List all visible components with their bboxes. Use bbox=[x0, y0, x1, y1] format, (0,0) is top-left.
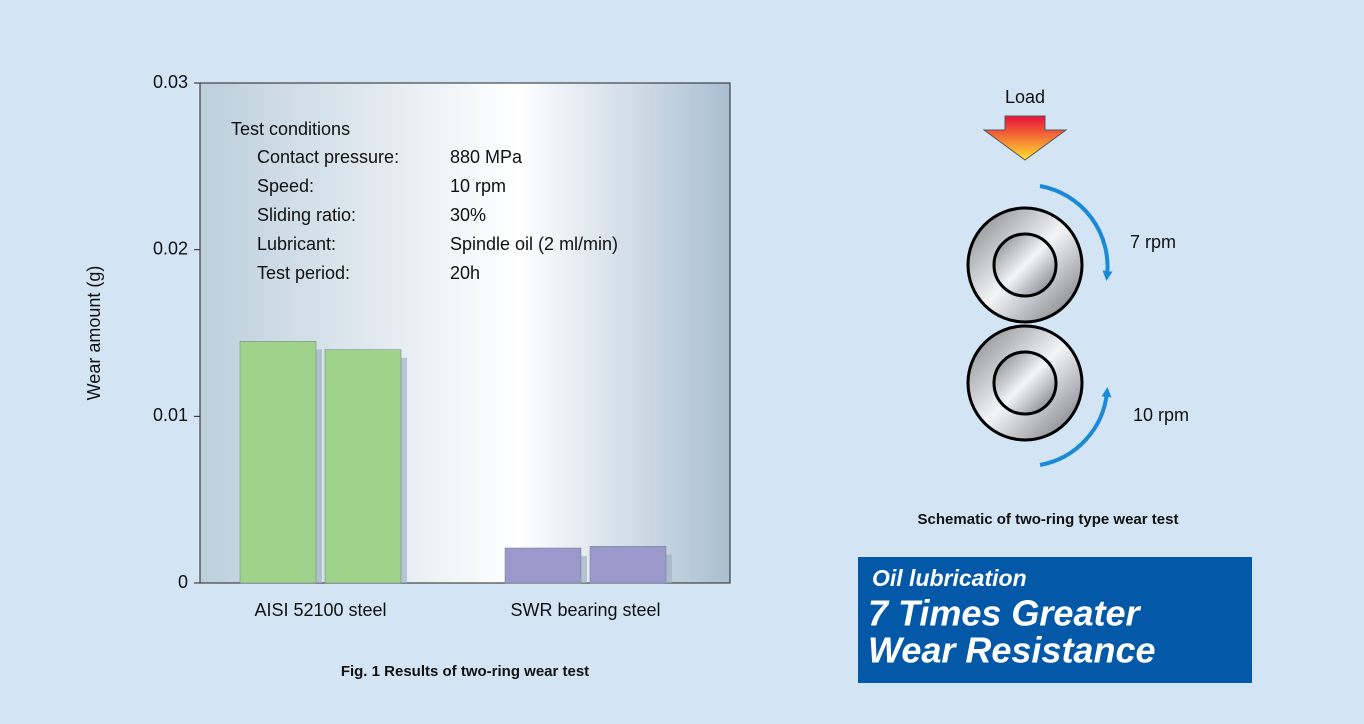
condition-label: Test period: bbox=[257, 263, 350, 283]
condition-value: Spindle oil (2 ml/min) bbox=[450, 234, 618, 254]
y-tick-label: 0.03 bbox=[153, 72, 188, 92]
condition-label: Sliding ratio: bbox=[257, 205, 356, 225]
ring-hole bbox=[994, 234, 1056, 296]
bar bbox=[505, 548, 581, 583]
speed-label: 10 rpm bbox=[1133, 405, 1189, 425]
load-label: Load bbox=[1005, 87, 1045, 107]
condition-value: 880 MPa bbox=[450, 147, 523, 167]
y-tick-label: 0.01 bbox=[153, 405, 188, 425]
condition-label: Lubricant: bbox=[257, 234, 336, 254]
callout-text: Wear Resistance bbox=[868, 630, 1156, 671]
speed-label: 7 rpm bbox=[1130, 232, 1176, 252]
annotation-title: Test conditions bbox=[231, 119, 350, 139]
callout-text: 7 Times Greater bbox=[868, 593, 1141, 634]
y-tick-label: 0.02 bbox=[153, 238, 188, 258]
bar bbox=[325, 350, 401, 583]
condition-value: 30% bbox=[450, 205, 486, 225]
ring-hole bbox=[994, 352, 1056, 414]
condition-label: Contact pressure: bbox=[257, 147, 399, 167]
schematic-caption: Schematic of two-ring type wear test bbox=[918, 511, 1179, 528]
condition-label: Speed: bbox=[257, 176, 314, 196]
y-axis-label: Wear amount (g) bbox=[84, 266, 104, 401]
x-tick-label: AISI 52100 steel bbox=[254, 600, 386, 620]
x-tick-label: SWR bearing steel bbox=[510, 600, 660, 620]
bar bbox=[590, 546, 666, 583]
condition-value: 20h bbox=[450, 263, 480, 283]
condition-value: 10 rpm bbox=[450, 176, 506, 196]
page: Wear amount (g) Fig. 1 Results of two-ri… bbox=[0, 0, 1364, 724]
callout-text: Oil lubrication bbox=[872, 565, 1027, 591]
bar bbox=[240, 341, 316, 583]
y-tick-label: 0 bbox=[178, 572, 188, 592]
chart-caption: Fig. 1 Results of two-ring wear test bbox=[341, 663, 589, 680]
